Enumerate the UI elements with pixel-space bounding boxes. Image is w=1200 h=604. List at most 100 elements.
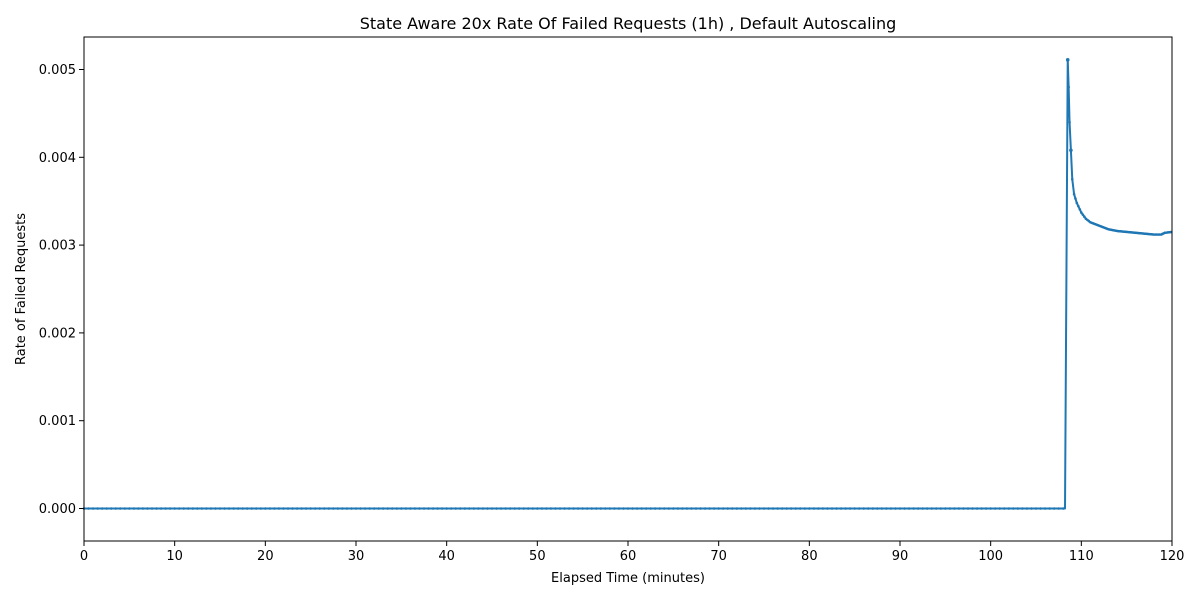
y-axis: 0.000 0.001 0.002 0.003 0.004 0.005 — [39, 63, 84, 517]
series-point — [635, 507, 639, 510]
series-point — [871, 507, 875, 510]
series-point — [508, 507, 512, 510]
series-point — [554, 507, 557, 510]
x-tick-label: 40 — [438, 549, 455, 564]
series-point — [572, 507, 575, 510]
y-tick-label: 0.000 — [39, 502, 76, 517]
series-point — [236, 507, 240, 510]
series-point — [377, 507, 380, 510]
series-point — [762, 507, 766, 510]
series-point — [694, 507, 698, 510]
series-point — [431, 507, 435, 510]
series-point — [885, 507, 888, 510]
series-point — [776, 507, 779, 510]
series-point — [916, 507, 920, 510]
series-point — [740, 507, 743, 510]
series-point — [857, 507, 861, 510]
series-point — [449, 507, 453, 510]
series-point — [409, 507, 412, 510]
series-point — [495, 507, 498, 510]
y-tick-label: 0.005 — [39, 63, 76, 78]
series-point — [1002, 507, 1006, 510]
series-point — [526, 507, 530, 510]
series-point — [486, 507, 489, 510]
x-tick-label: 30 — [348, 549, 365, 564]
series-point — [168, 507, 172, 510]
y-axis-label: Rate of Failed Requests — [14, 213, 29, 365]
series-point — [812, 507, 816, 510]
series-point — [808, 507, 811, 510]
series-point — [1057, 507, 1060, 510]
series-point — [322, 507, 326, 510]
series-point — [445, 507, 448, 510]
series-point — [250, 507, 254, 510]
series-point — [186, 507, 190, 510]
series-point — [617, 507, 621, 510]
series-point — [196, 507, 199, 510]
series-point — [282, 507, 285, 510]
series-point — [1034, 507, 1038, 510]
series-point — [1067, 85, 1070, 89]
series-point — [903, 507, 906, 510]
series-point — [998, 507, 1002, 510]
series-point — [672, 507, 675, 510]
y-tick-label: 0.001 — [39, 414, 76, 429]
series-point — [622, 507, 625, 510]
y-tick-label: 0.002 — [39, 326, 76, 341]
x-tick-label: 10 — [166, 549, 183, 564]
x-tick-label: 60 — [620, 549, 637, 564]
series-point — [712, 507, 716, 510]
series-point — [109, 507, 113, 510]
series-point — [1068, 120, 1071, 124]
series-point — [114, 507, 118, 510]
series-point — [141, 507, 145, 510]
series-point — [481, 507, 485, 510]
series-point — [939, 507, 943, 510]
series-point — [232, 507, 235, 510]
series-point — [209, 507, 213, 510]
series-point — [894, 507, 897, 510]
series-point — [758, 507, 761, 510]
series-point — [395, 507, 399, 510]
x-axis-label: Elapsed Time (minutes) — [551, 571, 705, 586]
series-point — [608, 507, 612, 510]
series-point — [309, 507, 312, 510]
series-point — [962, 507, 965, 510]
series-point — [604, 507, 607, 510]
series-point — [993, 507, 997, 510]
series-point — [558, 507, 562, 510]
series-point — [848, 507, 852, 510]
series-point — [522, 507, 526, 510]
x-tick-label: 0 — [80, 549, 88, 564]
series-point — [676, 507, 680, 510]
series-point — [549, 507, 553, 510]
series-point — [368, 507, 371, 510]
series-point — [214, 507, 217, 510]
series-point — [703, 507, 707, 510]
series-point — [268, 507, 272, 510]
series-point — [513, 507, 516, 510]
series-point — [581, 507, 584, 510]
series-point — [241, 507, 244, 510]
x-tick-label: 80 — [801, 549, 818, 564]
series-point — [889, 507, 893, 510]
series-point — [390, 507, 394, 510]
series-point — [948, 507, 952, 510]
series-point — [708, 507, 711, 510]
series-point — [681, 507, 684, 510]
x-tick-label: 90 — [892, 549, 909, 564]
series-point — [137, 507, 140, 510]
series-point — [422, 507, 426, 510]
series-point — [463, 507, 467, 510]
series-point — [404, 507, 408, 510]
series-point — [1072, 192, 1076, 196]
series-point — [912, 507, 915, 510]
x-tick-label: 50 — [529, 549, 546, 564]
series-point — [717, 507, 720, 510]
series-point — [545, 507, 548, 510]
series-layer — [82, 58, 1173, 510]
series-point — [631, 507, 634, 510]
series-point — [934, 507, 938, 510]
series-point — [123, 507, 127, 510]
